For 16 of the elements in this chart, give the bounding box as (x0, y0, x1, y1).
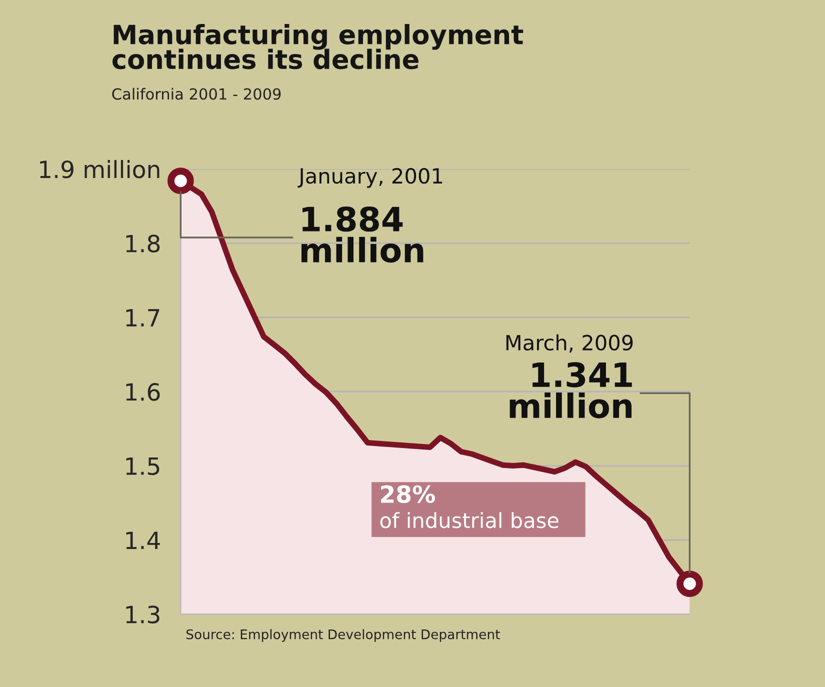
annotation: March, 2009 (506, 334, 633, 353)
y-tick-label: 1.9 million (40, 160, 160, 178)
chart-subtitle: California 2001 - 2009 (112, 88, 281, 100)
y-tick-label: 1.4 (126, 532, 160, 549)
y-tick-label: 1.7 (126, 309, 160, 326)
y-tick-label: 1.6 (126, 383, 160, 401)
annotation: 1.884 million (301, 206, 424, 263)
annotation: 28% (381, 485, 435, 504)
y-tick-label: 1.5 (126, 458, 160, 476)
annotation: of industrial base (380, 512, 558, 528)
source-note: Source: Employment Development Department (186, 629, 500, 642)
y-tick-label: 1.8 (126, 234, 160, 253)
chart-title: Manufacturing employment continues its decline (112, 24, 524, 70)
annotation: January, 2001 (298, 168, 442, 188)
annotation: 1.341 million (510, 362, 632, 418)
y-tick-label: 1.3 (126, 606, 160, 624)
